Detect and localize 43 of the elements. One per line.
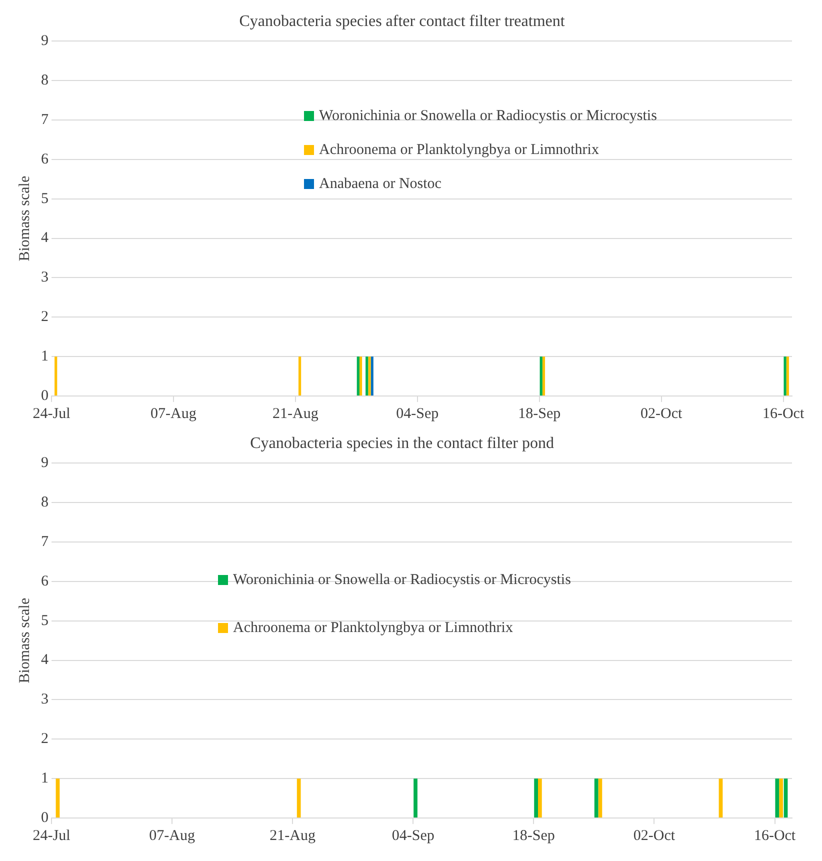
x-tick-label: 24-Jul: [32, 828, 70, 844]
x-tick-label: 24-Jul: [32, 406, 70, 422]
y-tick-label: 0: [41, 388, 48, 404]
legend-label: Anabaena or Nostoc: [319, 176, 442, 192]
x-tick-label: 16-Oct: [754, 828, 796, 844]
x-tick-label: 07-Aug: [149, 828, 196, 844]
x-tick-label: 21-Aug: [272, 406, 319, 422]
x-tick-label: 02-Oct: [633, 828, 676, 844]
y-tick-label: 1: [41, 770, 48, 787]
legend-label: Woronichinia or Snowella or Radiocystis or Microcystis: [233, 572, 571, 588]
y-tick-label: 9: [41, 33, 48, 50]
y-axis-title: Biomass scale: [16, 176, 33, 262]
y-tick-label: 7: [41, 534, 49, 550]
y-tick-label: 8: [41, 494, 48, 511]
chart-title: Cyanobacteria species after contact filter treatment: [239, 12, 566, 30]
y-tick-label: 0: [41, 810, 48, 826]
x-tick-label: 04-Sep: [392, 828, 434, 844]
x-tick-label: 18-Sep: [518, 406, 561, 422]
y-tick-label: 5: [41, 612, 48, 629]
y-tick-label: 6: [41, 573, 49, 590]
legend-label: Woronichinia or Snowella or Radiocystis or Microcystis: [319, 108, 657, 124]
x-tick-label: 04-Sep: [396, 406, 439, 422]
y-tick-label: 4: [41, 652, 49, 668]
y-tick-label: 3: [41, 270, 48, 286]
y-tick-label: 9: [41, 455, 48, 472]
y-tick-label: 8: [41, 72, 48, 89]
y-tick-label: 2: [41, 309, 48, 326]
x-tick-label: 16-Oct: [762, 406, 805, 422]
y-tick-label: 2: [41, 731, 48, 748]
y-tick-label: 1: [41, 348, 48, 365]
x-tick-label: 02-Oct: [640, 406, 683, 422]
y-tick-label: 4: [41, 230, 49, 246]
x-tick-label: 18-Sep: [512, 828, 555, 844]
chart-title: Cyanobacteria species in the contact filter pond: [250, 434, 554, 452]
y-tick-label: 7: [41, 112, 49, 128]
legend-label: Achroonema or Planktolyngbya or Limnothrix: [233, 620, 513, 636]
y-tick-label: 3: [41, 692, 48, 708]
x-tick-label: 21-Aug: [270, 828, 316, 844]
y-tick-label: 6: [41, 151, 49, 168]
y-tick-label: 5: [41, 190, 48, 207]
x-tick-label: 07-Aug: [150, 406, 197, 422]
legend-label: Achroonema or Planktolyngbya or Limnothrix: [319, 142, 599, 158]
y-axis-title: Biomass scale: [16, 598, 33, 684]
